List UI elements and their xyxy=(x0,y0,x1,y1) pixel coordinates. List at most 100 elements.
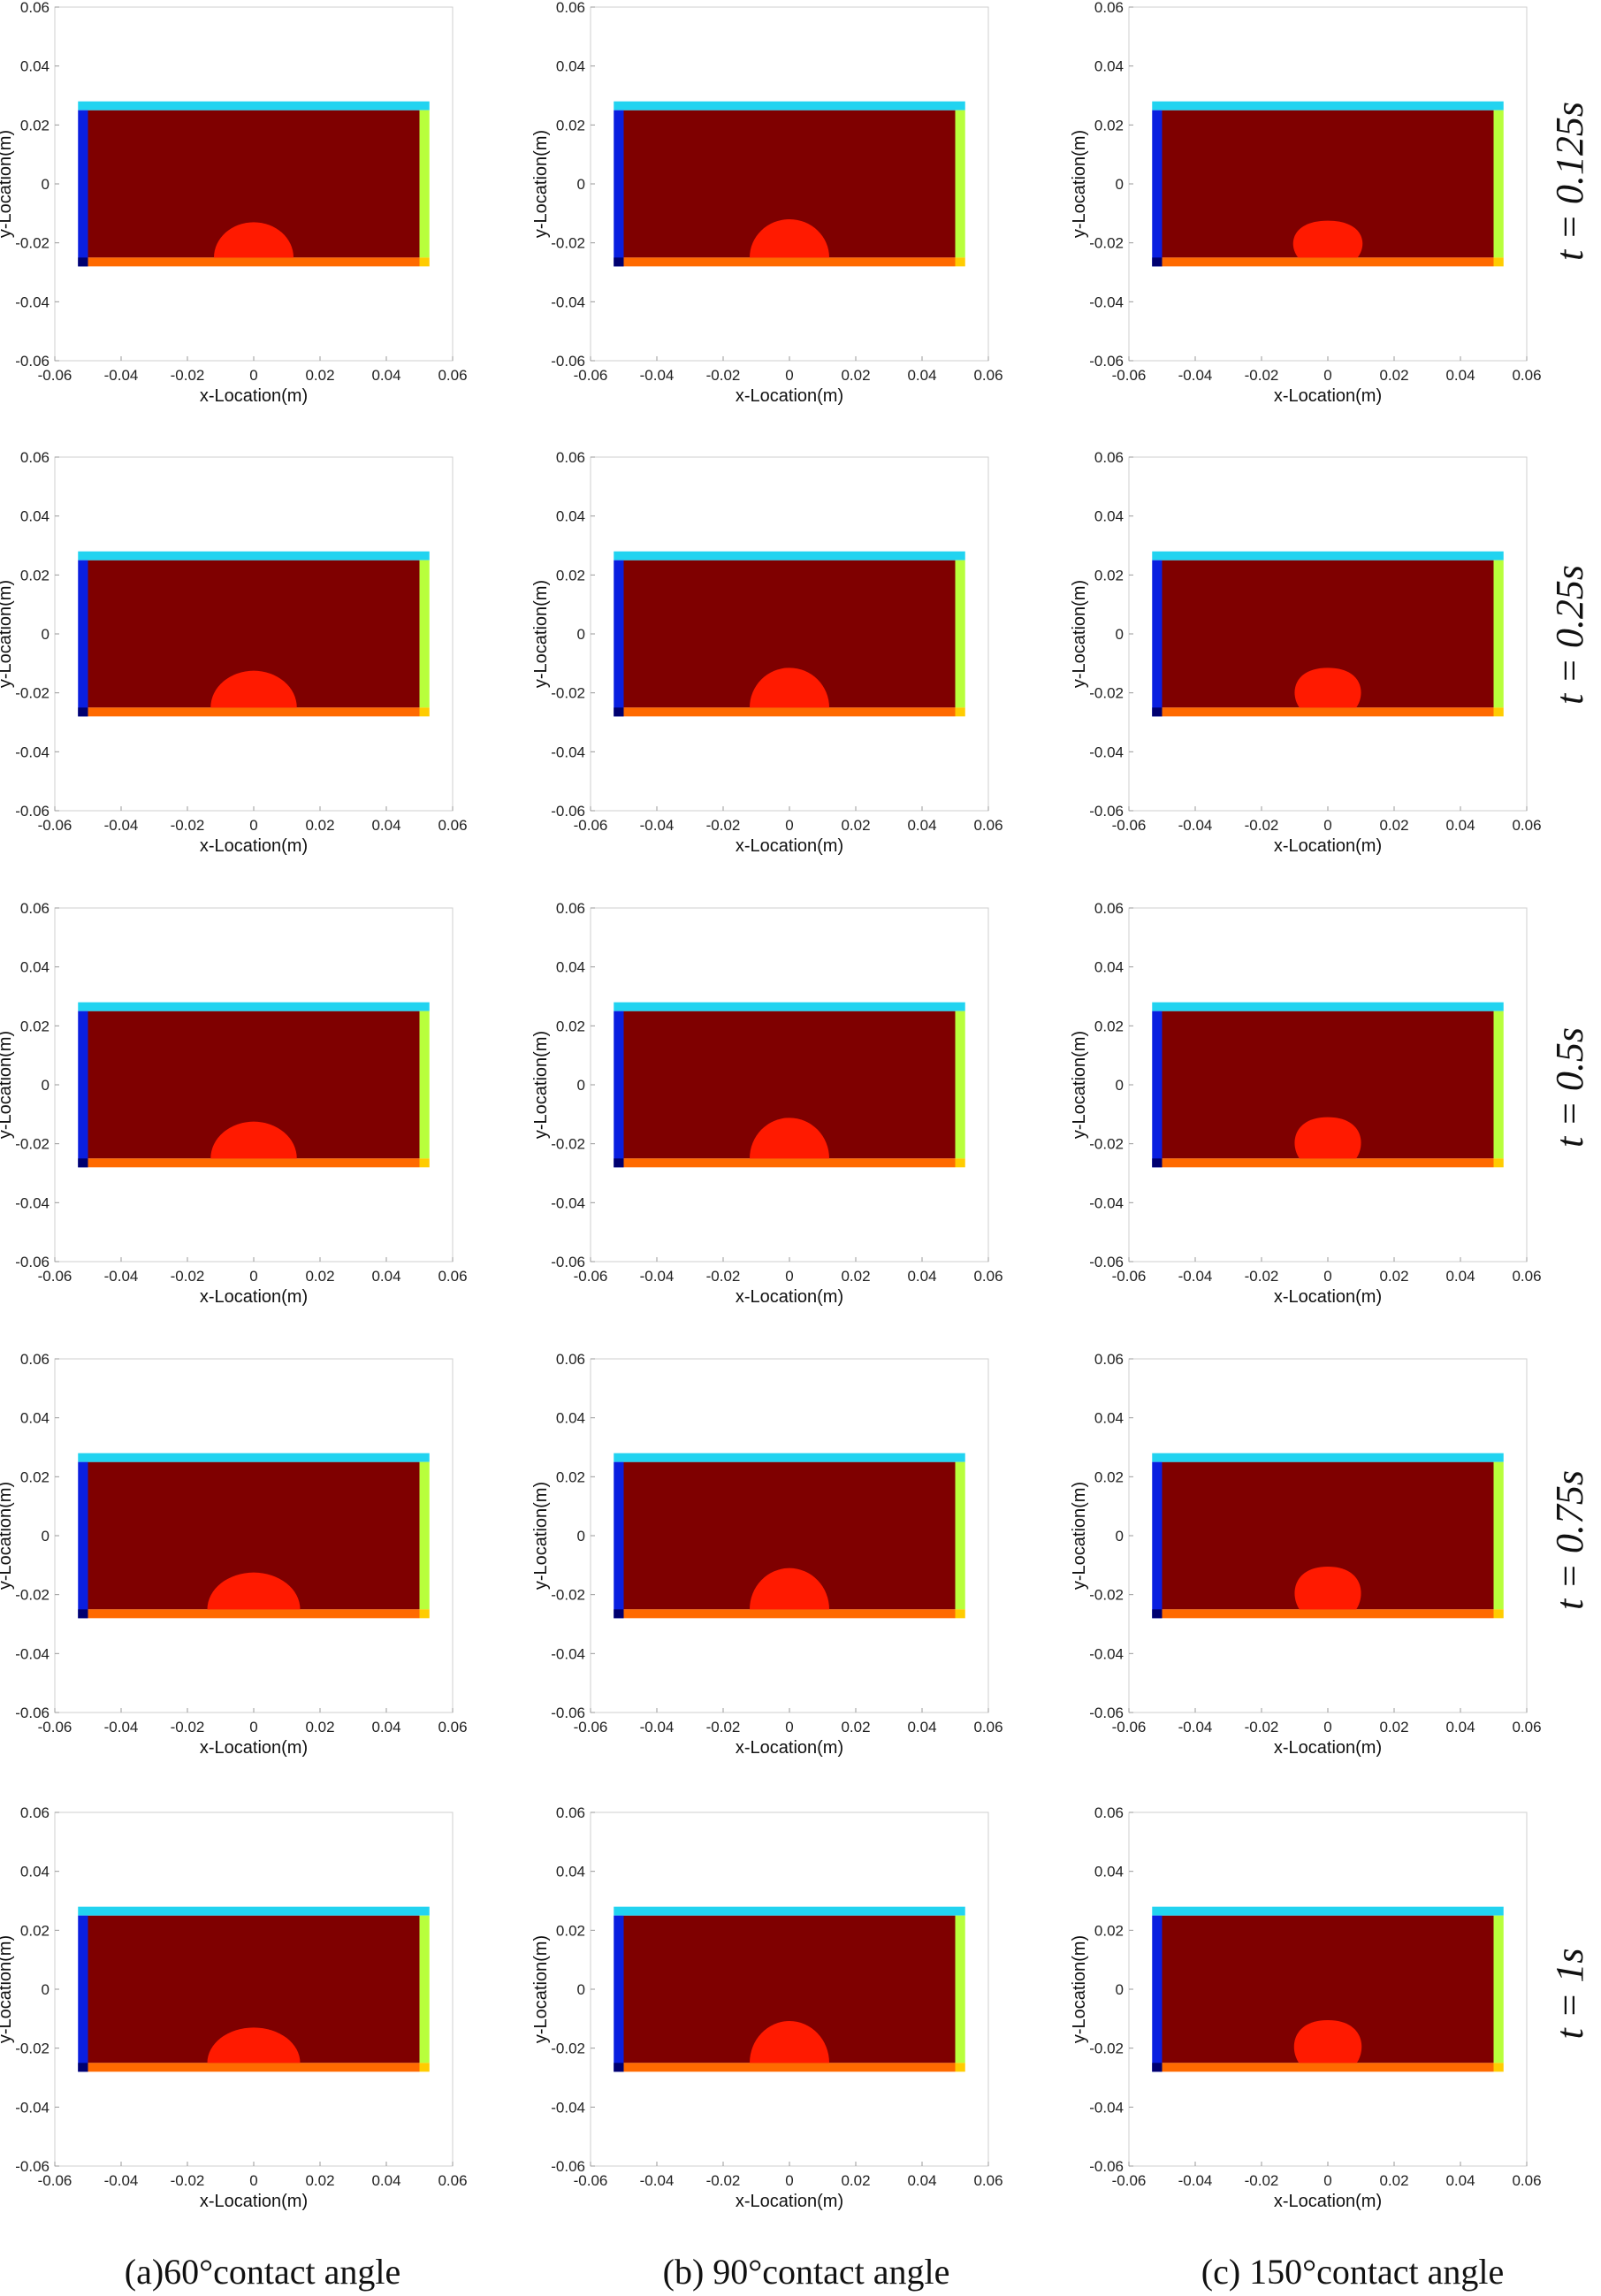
x-tick-label: 0.04 xyxy=(907,2172,936,2189)
right-wall xyxy=(1493,110,1504,258)
y-axis-label: y-Location(m) xyxy=(1070,1935,1089,2043)
bottom-wall xyxy=(623,707,956,717)
y-tick-label: 0.02 xyxy=(20,1468,50,1485)
x-tick-label: 0.04 xyxy=(907,1268,936,1285)
x-tick-label: -0.02 xyxy=(171,367,205,384)
corner-bottom-right xyxy=(955,257,965,267)
y-tick-label: 0.04 xyxy=(556,1410,585,1427)
x-tick-label: 0.02 xyxy=(841,367,870,384)
y-tick-label: 0 xyxy=(577,1077,585,1094)
y-tick-label: 0 xyxy=(42,1077,50,1094)
x-tick-label: -0.04 xyxy=(104,2172,139,2189)
row-label-0: t = 0.125s xyxy=(1548,102,1591,261)
corner-bottom-left xyxy=(614,257,624,267)
x-tick-label: 0 xyxy=(785,367,793,384)
droplet xyxy=(210,670,297,708)
x-tick-label: -0.04 xyxy=(1178,817,1213,834)
x-tick-label: -0.02 xyxy=(1245,1268,1279,1285)
y-tick-label: 0.06 xyxy=(556,1804,585,1821)
left-wall xyxy=(78,1915,88,2072)
panel-r1-c1: 0.06 0.04 0.02 0 -0.02 -0.04 -0.06-0.06 -0.04 -0… xyxy=(531,449,1003,856)
top-wall xyxy=(614,1906,965,1916)
top-wall xyxy=(1152,551,1504,561)
x-tick-label: -0.04 xyxy=(640,1719,675,1735)
panel-r1-c0: 0.06 0.04 0.02 0 -0.02 -0.04 -0.06-0.06 -0.04 -0… xyxy=(0,449,468,856)
droplet xyxy=(750,219,829,258)
y-tick-label: 0.04 xyxy=(20,508,50,525)
corner-bottom-right xyxy=(1493,1158,1504,1168)
y-tick-label: 0.02 xyxy=(1094,1922,1124,1939)
x-tick-label: -0.02 xyxy=(706,1268,741,1285)
y-tick-label: -0.04 xyxy=(15,2099,50,2116)
corner-bottom-left xyxy=(614,1609,624,1619)
x-tick-label: 0.04 xyxy=(371,2172,400,2189)
x-tick-label: -0.04 xyxy=(640,817,675,834)
y-tick-label: -0.04 xyxy=(15,744,50,760)
x-tick-label: 0.06 xyxy=(1512,2172,1541,2189)
y-tick-label: -0.02 xyxy=(551,2040,585,2057)
x-tick-label: 0.06 xyxy=(1512,367,1541,384)
x-tick-label: -0.02 xyxy=(171,1268,205,1285)
x-tick-label: -0.06 xyxy=(574,367,608,384)
right-wall xyxy=(1493,1461,1504,1610)
corner-bottom-left xyxy=(78,2063,88,2072)
y-tick-label: 0.02 xyxy=(20,1018,50,1034)
x-tick-label: 0.04 xyxy=(907,1719,936,1735)
y-tick-label: 0.04 xyxy=(556,58,585,75)
right-wall xyxy=(955,1915,965,2063)
y-tick-label: 0 xyxy=(1116,1077,1124,1094)
x-tick-label: -0.02 xyxy=(706,367,741,384)
x-tick-label: 0.02 xyxy=(305,367,334,384)
y-tick-label: 0.02 xyxy=(20,1922,50,1939)
x-tick-label: 0.02 xyxy=(841,1268,870,1285)
y-tick-label: 0.06 xyxy=(556,449,585,466)
row-label-3: t = 0.75s xyxy=(1548,1470,1591,1610)
x-tick-label: 0.02 xyxy=(841,1719,870,1735)
y-tick-label: -0.06 xyxy=(551,1705,585,1721)
y-tick-label: 0 xyxy=(42,626,50,643)
left-wall xyxy=(614,110,624,267)
bottom-wall xyxy=(1162,707,1494,717)
x-tick-label: -0.04 xyxy=(640,2172,675,2189)
top-wall xyxy=(1152,101,1504,111)
y-axis-label: y-Location(m) xyxy=(0,1935,15,2043)
x-axis-label: x-Location(m) xyxy=(736,1287,843,1307)
y-tick-label: -0.04 xyxy=(15,1645,50,1662)
y-tick-label: -0.02 xyxy=(1089,685,1124,702)
left-wall xyxy=(1152,1915,1163,2072)
x-tick-label: 0 xyxy=(249,2172,257,2189)
bottom-wall xyxy=(623,1609,956,1619)
bottom-wall xyxy=(88,257,420,267)
x-tick-label: -0.02 xyxy=(706,817,741,834)
x-tick-label: 0.06 xyxy=(438,1719,467,1735)
panel-r2-c2: 0.06 0.04 0.02 0 -0.02 -0.04 -0.06-0.06 -0.04 -0… xyxy=(1070,900,1542,1307)
right-wall xyxy=(1493,1011,1504,1159)
droplet xyxy=(1293,2020,1362,2063)
bottom-wall xyxy=(623,2063,956,2072)
droplet xyxy=(750,667,829,708)
left-wall xyxy=(1152,110,1163,267)
y-tick-label: -0.02 xyxy=(551,685,585,702)
x-tick-label: -0.06 xyxy=(574,2172,608,2189)
bottom-wall xyxy=(88,2063,420,2072)
x-tick-label: 0.02 xyxy=(1379,367,1408,384)
x-tick-label: -0.06 xyxy=(574,1719,608,1735)
y-axis-label: y-Location(m) xyxy=(531,1031,551,1139)
y-tick-label: -0.02 xyxy=(15,1587,50,1604)
x-tick-label: 0.06 xyxy=(438,2172,467,2189)
x-tick-label: -0.04 xyxy=(1178,367,1213,384)
x-tick-label: 0 xyxy=(1323,2172,1331,2189)
x-tick-label: -0.02 xyxy=(706,1719,741,1735)
top-wall xyxy=(614,101,965,111)
y-tick-label: -0.02 xyxy=(15,235,50,252)
droplet xyxy=(1294,667,1361,708)
x-axis-label: x-Location(m) xyxy=(1274,836,1382,856)
y-tick-label: 0.04 xyxy=(20,959,50,976)
droplet xyxy=(1292,220,1363,258)
x-axis-label: x-Location(m) xyxy=(1274,2192,1382,2211)
y-tick-label: -0.04 xyxy=(551,2099,585,2116)
y-tick-label: -0.06 xyxy=(15,2158,50,2175)
x-tick-label: 0.02 xyxy=(1379,817,1408,834)
y-tick-label: 0.02 xyxy=(556,117,585,133)
x-axis-label: x-Location(m) xyxy=(736,2192,843,2211)
